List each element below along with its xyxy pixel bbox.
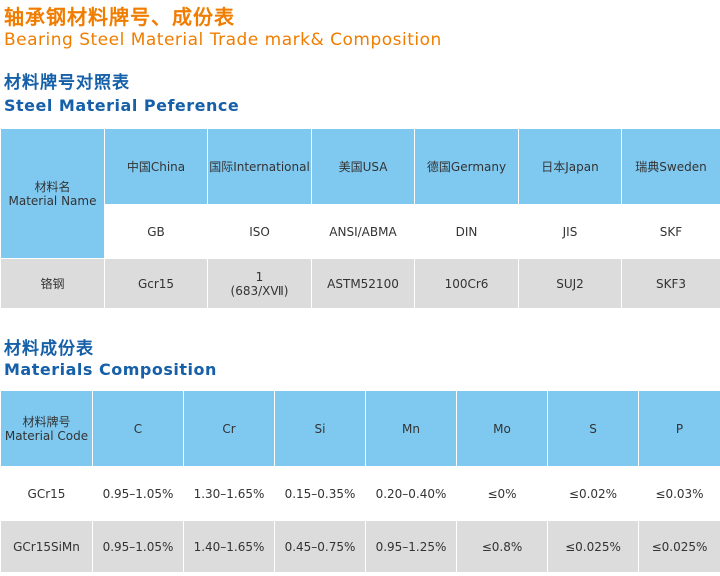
page-title-en: Bearing Steel Material Trade mark& Compo…	[4, 30, 442, 50]
standard-header: GB	[104, 204, 208, 259]
table-cell: ASTM52100	[311, 258, 415, 309]
table-cell: Gcr15	[104, 258, 208, 309]
material-name-cell: 铬钢	[0, 258, 105, 309]
table-cell: 1.30–1.65%	[183, 466, 275, 521]
material-code-cell: GCr15	[0, 466, 93, 521]
standard-header: ISO	[207, 204, 312, 259]
reference-title-en: Steel Material Peference	[4, 96, 240, 115]
material-reference-table: 材料名 Material Name 中国China 国际Internationa…	[0, 128, 720, 309]
region-header: 瑞典Sweden	[621, 128, 720, 205]
table-cell: 0.15–0.35%	[274, 466, 366, 521]
table-cell: 100Cr6	[414, 258, 519, 309]
region-header: 美国USA	[311, 128, 415, 205]
table-row: GCr15SiMn 0.95–1.05% 1.40–1.65% 0.45–0.7…	[0, 520, 720, 573]
table-cell: 0.45–0.75%	[274, 520, 366, 573]
composition-title-en: Materials Composition	[4, 360, 217, 379]
table-cell-iso: 1 (683/XⅦ)	[207, 258, 312, 309]
table-cell: ≤0.025%	[547, 520, 639, 573]
table-cell: ≤0.025%	[638, 520, 720, 573]
table-cell: 0.95–1.05%	[92, 466, 184, 521]
material-code-cell: GCr15SiMn	[0, 520, 93, 573]
iso-sub-value: (683/XⅦ)	[230, 283, 289, 298]
material-code-header-en: Material Code	[4, 428, 89, 443]
region-header: 中国China	[104, 128, 208, 205]
element-header: C	[92, 390, 184, 467]
element-header: Si	[274, 390, 366, 467]
region-header: 国际International	[207, 128, 312, 205]
table-cell: SKF3	[621, 258, 720, 309]
material-name-header-en: Material Name	[8, 193, 97, 208]
standard-header: JIS	[518, 204, 622, 259]
table-row: GCr15 0.95–1.05% 1.30–1.65% 0.15–0.35% 0…	[0, 466, 720, 521]
table-cell: ≤0.02%	[547, 466, 639, 521]
table-cell: 0.95–1.05%	[92, 520, 184, 573]
region-header: 德国Germany	[414, 128, 519, 205]
material-name-header-cn: 材料名	[34, 179, 71, 194]
material-code-header-cn: 材料牌号	[22, 414, 71, 429]
element-header: Mn	[365, 390, 457, 467]
table-cell: ≤0.03%	[638, 466, 720, 521]
table-cell: SUJ2	[518, 258, 622, 309]
table-cell: 0.95–1.25%	[365, 520, 457, 573]
standard-header: SKF	[621, 204, 720, 259]
table-cell: 1.40–1.65%	[183, 520, 275, 573]
reference-title-cn: 材料牌号对照表	[4, 73, 130, 93]
standard-header: ANSI/ABMA	[311, 204, 415, 259]
material-name-header: 材料名 Material Name	[0, 128, 105, 259]
table-cell: ≤0.8%	[456, 520, 548, 573]
table-cell: 0.20–0.40%	[365, 466, 457, 521]
region-header: 日本Japan	[518, 128, 622, 205]
element-header: Mo	[456, 390, 548, 467]
composition-table: 材料牌号 Material Code C Cr Si Mn Mo S P GCr…	[0, 390, 720, 573]
element-header: P	[638, 390, 720, 467]
element-header: S	[547, 390, 639, 467]
element-header: Cr	[183, 390, 275, 467]
page-title-cn: 轴承钢材料牌号、成份表	[4, 5, 235, 29]
material-code-header: 材料牌号 Material Code	[0, 390, 93, 467]
iso-value: 1	[255, 269, 264, 284]
table-cell: ≤0%	[456, 466, 548, 521]
standard-header: DIN	[414, 204, 519, 259]
composition-title-cn: 材料成份表	[4, 339, 94, 359]
